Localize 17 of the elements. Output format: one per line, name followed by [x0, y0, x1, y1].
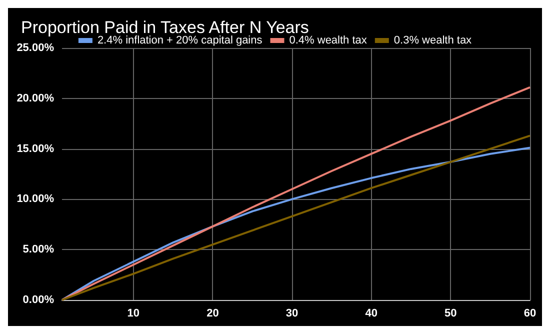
- x-tick-label: 40: [365, 308, 378, 320]
- x-tick-label: 30: [286, 308, 298, 320]
- y-tick-label: 15.00%: [16, 142, 54, 155]
- chart-title: Proportion Paid in Taxes After N Years: [21, 18, 309, 37]
- x-tick-label: 50: [444, 308, 457, 320]
- line-series: [61, 86, 531, 301]
- legend-label: 2.4% inflation + 20% capital gains: [97, 34, 263, 46]
- x-tick-label: 10: [127, 308, 140, 320]
- y-tick-label: 20.00%: [16, 92, 54, 104]
- legend-label: 0.4% wealth tax: [289, 34, 368, 46]
- y-tick-label: 0.00%: [22, 294, 54, 306]
- y-tick-label: 10.00%: [16, 193, 54, 206]
- x-tick-label: 20: [206, 308, 219, 320]
- y-tick-label: 25.00%: [16, 42, 54, 54]
- y-tick-label: 5.00%: [22, 244, 54, 256]
- x-tick-label: 60: [524, 308, 536, 320]
- legend-label: 0.3% wealth tax: [394, 34, 472, 46]
